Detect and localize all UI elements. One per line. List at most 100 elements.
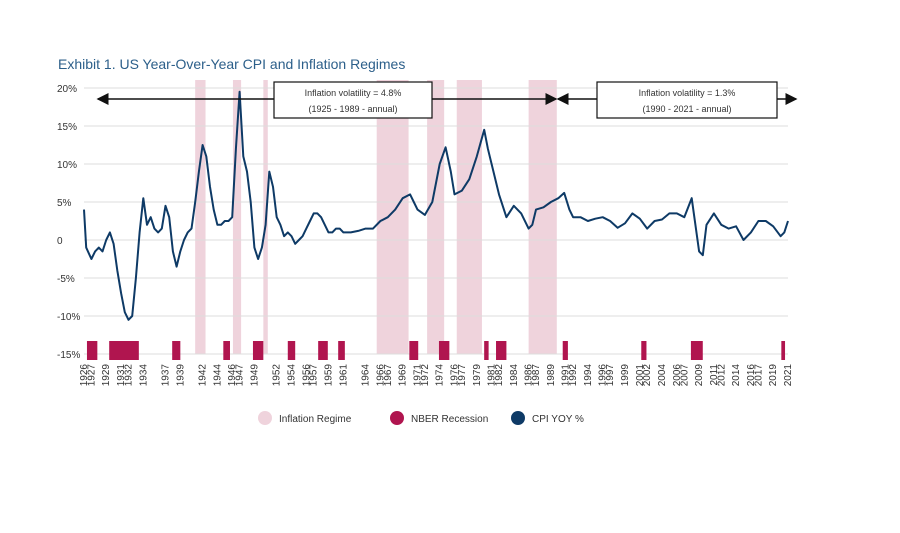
x-tick-label: 1944 (212, 364, 223, 387)
x-tick-label: 1982 (494, 364, 505, 387)
x-tick-label: 2012 (716, 364, 727, 387)
x-tick-label: 1996 (598, 364, 609, 387)
nber-recession (496, 341, 507, 360)
cpi-line (83, 90, 789, 321)
nber-recession (172, 341, 181, 360)
x-tick-label: 2011 (709, 364, 720, 386)
x-tick-label: 2014 (731, 364, 742, 387)
x-tick-label: 2021 (783, 364, 794, 387)
x-tick-label: 1971 (412, 364, 423, 387)
inflation-regime (376, 80, 409, 354)
x-tick-label: 1994 (583, 364, 594, 387)
legend-label: CPI YOY % (532, 414, 584, 425)
annotation-subtext: (1990 - 2021 - annual) (642, 104, 731, 114)
x-tick-label: 2001 (635, 364, 646, 387)
x-tick-label: 2004 (657, 364, 668, 387)
x-tick-label: 1987 (531, 364, 542, 387)
inflation-regime (232, 80, 242, 354)
x-tick-label: 1999 (620, 364, 631, 387)
x-tick-label: 1991 (561, 364, 572, 387)
nber-recession (641, 341, 647, 360)
y-tick-label: 20% (57, 84, 77, 95)
y-tick-label: -5% (57, 274, 75, 285)
nber-recession (252, 341, 264, 360)
annotation-box (596, 81, 778, 119)
x-tick-label: 1984 (509, 364, 520, 387)
x-tick-label: 2016 (746, 364, 757, 387)
x-tick-label: 1997 (605, 364, 616, 387)
y-tick-label: 0 (57, 236, 63, 247)
x-tick-label: 1949 (249, 364, 260, 387)
inflation-regime (195, 80, 206, 354)
y-tick-label: -15% (57, 350, 80, 361)
nber-recession (287, 341, 296, 360)
x-tick-label: 2002 (642, 364, 653, 387)
inflation-regime (528, 80, 557, 354)
x-tick-label: 1989 (546, 364, 557, 387)
x-tick-label: 1992 (568, 364, 579, 387)
nber-recession (109, 341, 139, 360)
inflation-regime (456, 80, 482, 354)
x-tick-label: 1977 (457, 364, 468, 387)
annotation-text: Inflation volatility = 4.8% (305, 88, 402, 98)
nber-recession (484, 341, 489, 360)
nber-recession (338, 341, 345, 360)
y-tick-label: 5% (57, 198, 72, 209)
x-tick-label: 1979 (472, 364, 483, 387)
x-tick-label: 1974 (435, 364, 446, 387)
nber-recession (318, 341, 328, 360)
nber-recession (409, 341, 419, 360)
x-tick-label: 1932 (123, 364, 134, 387)
y-tick-label: -10% (57, 312, 80, 323)
x-tick-label: 1961 (338, 364, 349, 387)
x-tick-label: 1981 (487, 364, 498, 387)
x-tick-label: 1926 (79, 364, 90, 387)
x-tick-label: 1937 (161, 364, 172, 387)
legend-label: NBER Recession (411, 414, 488, 425)
nber-recession (781, 341, 786, 360)
x-tick-label: 1967 (383, 364, 394, 387)
annotation-text: Inflation volatility = 1.3% (639, 88, 736, 98)
x-tick-label: 1959 (324, 364, 335, 387)
nber-recession (86, 341, 98, 360)
x-tick-label: 1954 (286, 364, 297, 387)
legend-swatch (511, 411, 525, 425)
x-tick-label: 2009 (694, 364, 705, 387)
x-tick-label: 1969 (398, 364, 409, 387)
x-tick-label: 1966 (375, 364, 386, 387)
x-tick-label: 1956 (301, 364, 312, 387)
annotation-subtext: (1925 - 1989 - annual) (308, 104, 397, 114)
x-tick-label: 2006 (672, 364, 683, 387)
x-tick-label: 2017 (753, 364, 764, 387)
chart-title: Exhibit 1. US Year-Over-Year CPI and Inf… (58, 56, 405, 72)
x-tick-label: 1952 (272, 364, 283, 387)
inflation-regime (427, 80, 445, 354)
y-tick-label: 15% (57, 122, 77, 133)
y-tick-label: 10% (57, 160, 77, 171)
nber-recession (690, 341, 703, 360)
x-tick-label: 1929 (101, 364, 112, 387)
legend-swatch (390, 411, 404, 425)
x-tick-label: 1976 (450, 364, 461, 387)
annotation-box (273, 81, 433, 119)
x-tick-label: 1927 (86, 364, 97, 387)
x-tick-label: 2007 (679, 364, 690, 387)
x-tick-label: 1947 (235, 364, 246, 387)
nber-recession (562, 341, 568, 360)
x-tick-label: 1986 (524, 364, 535, 387)
x-tick-label: 1964 (361, 364, 372, 387)
x-tick-label: 1972 (420, 364, 431, 387)
legend-label: Inflation Regime (279, 414, 352, 425)
nber-recession (223, 341, 230, 360)
x-tick-label: 1957 (309, 364, 320, 387)
x-tick-label: 1939 (175, 364, 186, 387)
x-tick-label: 1931 (116, 364, 127, 387)
x-tick-label: 2019 (768, 364, 779, 387)
x-tick-label: 1942 (198, 364, 209, 387)
x-tick-label: 1934 (138, 364, 149, 387)
nber-recession (438, 341, 450, 360)
x-tick-label: 1946 (227, 364, 238, 387)
legend-swatch (258, 411, 272, 425)
